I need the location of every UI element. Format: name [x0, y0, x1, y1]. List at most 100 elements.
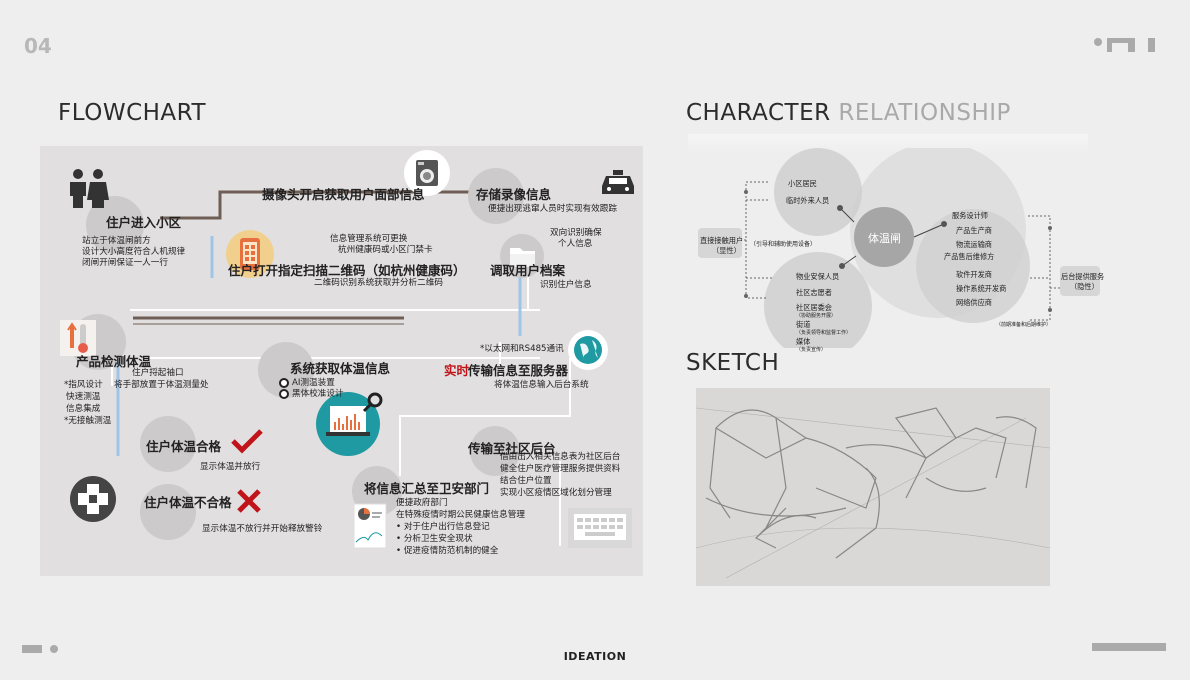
title-underline	[688, 134, 1088, 154]
manager-5: 媒体	[796, 337, 811, 346]
manager-3: 社区居委会	[796, 303, 832, 312]
step-enter-desc-1: 站立于体温闸前方	[82, 236, 151, 246]
flowchart-panel: 住户进入小区 站立于体温闸前方 设计大小高度符合人机规律 闭闸开闸保证一人一行 …	[40, 146, 643, 576]
manager-5-sub: （负责宣传）	[796, 347, 827, 353]
washer-icon	[404, 150, 450, 196]
maint-note: （前期准备和后期维护）	[996, 322, 1052, 328]
footer-dot	[50, 645, 58, 653]
step-police-bullet-2: • 分析卫生安全现状	[396, 534, 473, 544]
step-backend-desc-4: 实现小区疫情区域化划分管理	[500, 488, 612, 498]
step-police-title: 将信息汇总至卫安部门	[364, 481, 490, 496]
left-box-sub: （显性）	[712, 246, 741, 255]
step-dual-desc-2: 个人信息	[558, 239, 593, 249]
cross-icon	[236, 488, 262, 518]
footer-label: IDEATION	[563, 650, 627, 663]
provider-2: 产品生产商	[956, 226, 992, 235]
step-measure-desc-1: 住户捋起袖口	[132, 368, 184, 378]
sketch-title: SKETCH	[686, 350, 780, 376]
magnifier-icon	[362, 390, 386, 418]
step-qr-note-1: 信息管理系统可更换	[330, 234, 408, 244]
step-backend-desc-3: 结合住户位置	[500, 476, 552, 486]
step-system-bullet-2: 黑体校准设计	[292, 389, 344, 399]
globe-icon	[568, 330, 608, 370]
provider-3: 物流运输商	[956, 240, 992, 249]
step-transmit-prefix: 实时	[444, 363, 470, 378]
folder-icon	[500, 234, 544, 278]
step-measure-title: 产品检测体温	[76, 354, 152, 369]
step-enter-title: 住户进入小区	[106, 215, 182, 230]
dots-icon	[278, 378, 290, 404]
step-police-desc-1: 便捷政府部门	[396, 498, 448, 508]
step-pass-title: 住户体温合格	[146, 439, 222, 454]
step-circle	[140, 416, 196, 472]
sketch-image	[696, 388, 1050, 586]
provider-1: 服务设计师	[952, 211, 988, 220]
step-police-bullet-3: • 促进疫情防范机制的健全	[396, 546, 499, 556]
step-measure-desc-2: 将手部放置于体温测量处	[114, 380, 209, 390]
page-number: 04	[24, 34, 52, 58]
relationship-diagram: 体温闸 直接接触用户 （显性） 后台提供服务 （隐性） 小区居民 临时外来人员 …	[690, 148, 1104, 353]
step-pass-desc: 显示体温并放行	[200, 462, 261, 472]
flowchart-title: FLOWCHART	[58, 100, 207, 126]
manager-2: 社区志愿者	[796, 288, 832, 297]
step-profile-title: 调取用户档案	[490, 263, 566, 278]
provider-4: 产品售后维修方	[944, 252, 995, 261]
center-node: 体温闸	[868, 232, 901, 245]
relationship-shapes	[698, 148, 1100, 348]
software-1: 软件开发商	[956, 270, 992, 279]
step-store-title: 存储录像信息	[476, 187, 552, 202]
step-transmit-desc: 将体温信息输入后台系统	[494, 380, 589, 390]
left-box-label: 直接接触用户	[700, 236, 744, 245]
logo-mark-icon	[1094, 38, 1155, 52]
footer-bar-right	[1092, 643, 1166, 651]
step-police-bullet-1: • 对于住户出行信息登记	[396, 522, 490, 532]
phone-qr-icon	[226, 230, 274, 278]
sketch-drawing	[696, 388, 1050, 586]
step-profile-desc: 识别住户信息	[540, 280, 592, 290]
footer-bar-left	[22, 645, 42, 653]
step-fail-title: 住户体温不合格	[144, 495, 232, 510]
step-circle	[470, 426, 520, 476]
step-backend-desc-1: 借由出入相关信息表为社区后台	[500, 452, 621, 462]
thermometer-icon	[56, 316, 100, 364]
step-camera-title: 摄像头开启获取用户面部信息	[262, 187, 425, 202]
step-store-desc: 便捷出现逃窜人员时实现有效跟踪	[488, 204, 617, 214]
step-enter-desc-2: 设计大小高度符合人机规律	[82, 247, 186, 257]
manager-4: 街道	[796, 320, 811, 329]
step-qr-desc: 二维码识别系统获取并分析二维码	[314, 278, 443, 288]
step-backend-title: 传输至社区后台	[468, 441, 556, 456]
manager-4-sub: （负责领导和监督工作）	[796, 330, 852, 336]
step-measure-feature-3: 信息集成	[66, 404, 101, 414]
step-circle	[258, 342, 314, 398]
step-system-title: 系统获取体温信息	[290, 361, 391, 376]
people-icon	[66, 166, 110, 214]
assist-note: （引导和辅助使用设备）	[750, 241, 817, 248]
corner-logo	[1093, 36, 1163, 54]
character-title: CHARACTER RELATIONSHIP	[686, 100, 1011, 126]
step-enter-desc-3: 闭闸开闸保证一人一行	[82, 258, 168, 268]
resident-2: 临时外来人员	[786, 196, 830, 205]
step-police-desc-2: 在特殊疫情时期公民健康信息管理	[396, 510, 525, 520]
right-box-sub: （隐性）	[1070, 282, 1099, 291]
check-icon	[230, 428, 264, 458]
step-measure-feature-4: *无接触测温	[64, 416, 112, 426]
step-measure-feature-1: *指风设计	[64, 380, 103, 390]
keyboard-icon	[568, 508, 632, 552]
step-circle	[140, 484, 196, 540]
software-3: 网络供应商	[956, 298, 992, 307]
step-system-bullet-1: AI测温装置	[292, 378, 335, 388]
first-aid-icon	[68, 474, 118, 528]
right-box-label: 后台提供服务	[1061, 272, 1105, 281]
resident-1: 小区居民	[788, 179, 817, 188]
step-transmit-title: 传输信息至服务器	[468, 363, 569, 378]
step-circle	[468, 168, 524, 224]
step-fail-desc: 显示体温不放行并开始释放警铃	[202, 524, 323, 534]
step-qr-note-2: 杭州健康码或小区门禁卡	[338, 245, 433, 255]
step-measure-feature-2: 快速测温	[66, 392, 101, 402]
step-qr-title: 住户打开指定扫描二维码（如杭州健康码）	[228, 263, 466, 278]
car-icon	[600, 168, 638, 202]
step-backend-desc-2: 健全住户医疗管理服务提供资料	[500, 464, 621, 474]
manager-3-sub: （协助服务开展）	[796, 313, 837, 319]
step-transmit-note: *以太网和RS485通讯	[480, 344, 564, 354]
document-icon	[352, 502, 388, 554]
